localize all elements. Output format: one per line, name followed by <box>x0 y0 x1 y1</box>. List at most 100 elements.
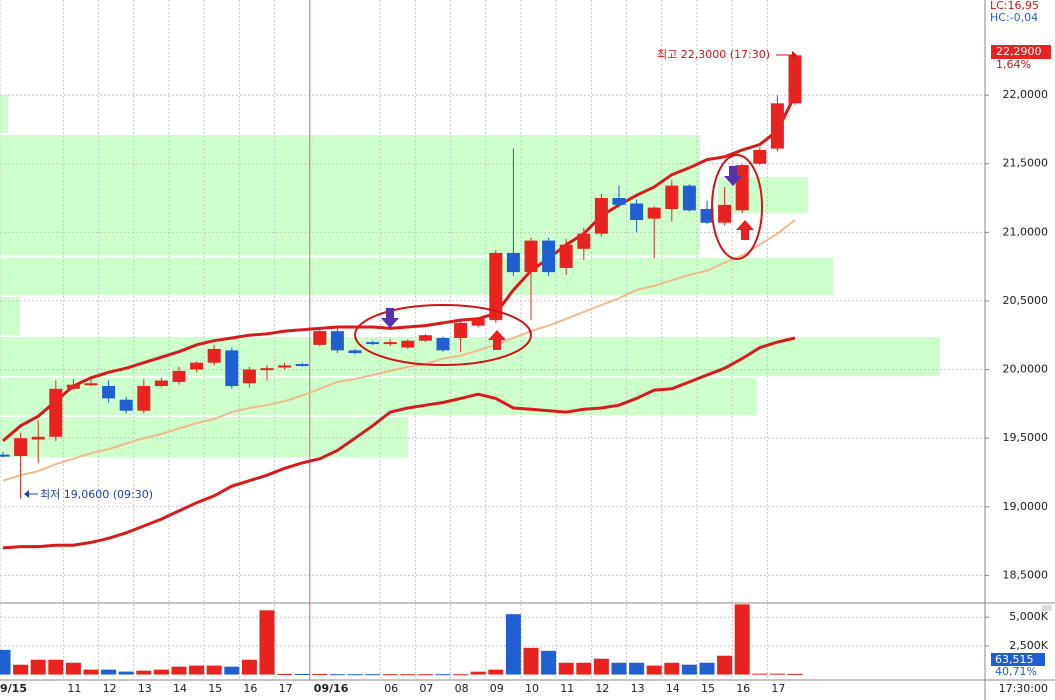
candle-body <box>14 438 28 456</box>
candle-body <box>612 198 626 205</box>
volume-bar <box>558 662 574 675</box>
candle-body <box>401 340 415 348</box>
volume-bar <box>453 674 469 676</box>
volume-bar <box>576 662 592 675</box>
lc-label: LC:16,95 <box>990 0 1039 12</box>
x-tick-label: 11 <box>560 682 574 695</box>
highlight-ellipse <box>711 154 763 260</box>
last-change: 1,64% <box>996 58 1031 71</box>
volume-bar <box>752 673 768 675</box>
candle-body <box>366 342 380 345</box>
scroll-box <box>1042 605 1052 611</box>
volume-bar <box>259 610 275 675</box>
volume-bar <box>206 665 222 675</box>
volume-tick-label: 5,000K <box>1009 610 1048 623</box>
volume-bar <box>189 665 205 675</box>
volume-bar <box>83 669 99 675</box>
volume-bar <box>400 674 416 676</box>
candle-body <box>665 185 679 209</box>
y-tick-label: 22,0000 <box>1003 88 1049 101</box>
volume-bar <box>541 650 557 675</box>
volume-bar <box>294 673 310 675</box>
volume-bar <box>48 659 64 675</box>
x-tick-label: 13 <box>138 682 152 695</box>
x-tick-label: 10 <box>525 682 539 695</box>
candle-body <box>0 454 10 457</box>
grid <box>0 0 985 680</box>
zone <box>0 135 700 255</box>
volume-bar <box>365 674 381 676</box>
last-price: 22,2900 <box>996 45 1042 58</box>
x-tick-label: 15 <box>701 682 715 695</box>
candle-body <box>330 331 344 351</box>
x-tick-label: 17 <box>279 682 293 695</box>
candle-body <box>313 331 327 345</box>
candle-body <box>119 399 133 411</box>
candle-body <box>682 185 696 211</box>
candle-body <box>594 198 608 234</box>
hc-label: HC:-0,04 <box>990 11 1038 24</box>
candle-body <box>471 318 485 326</box>
x-tick-label: 16 <box>736 682 750 695</box>
volume-tick-label: 2,500K <box>1009 639 1048 652</box>
x-tick-label: 15 <box>208 682 222 695</box>
volume-bar <box>769 673 785 675</box>
candle-body <box>225 350 239 387</box>
candle-body <box>295 364 309 367</box>
candle-body <box>436 337 450 351</box>
candle-body <box>190 362 204 370</box>
candle-body <box>418 335 432 341</box>
candle-body <box>524 240 538 273</box>
y-tick-label: 20,5000 <box>1003 294 1049 307</box>
volume-bar <box>681 664 697 675</box>
volume-current: 63,515 <box>995 653 1034 666</box>
zone <box>0 297 20 335</box>
low-annotation: 최저 19,0600 (09:30) <box>24 488 153 501</box>
candle-body <box>31 436 45 440</box>
volume-bar <box>717 655 733 675</box>
volume-bar <box>0 649 11 675</box>
candle-body <box>770 103 784 149</box>
x-tick-label: 12 <box>595 682 609 695</box>
down-arrow <box>381 308 399 328</box>
volume-bar <box>470 671 486 675</box>
x-tick-label: 14 <box>173 682 187 695</box>
y-tick-label: 20,0000 <box>1003 363 1049 376</box>
candle-body <box>647 207 661 219</box>
zone <box>0 258 833 295</box>
y-tick-label: 18,5000 <box>1003 568 1049 581</box>
candle-body <box>154 380 168 387</box>
volume-bar <box>629 662 645 675</box>
candle-body <box>102 386 116 399</box>
volume-bar <box>417 674 433 676</box>
volume-bar <box>329 674 345 676</box>
arrows <box>381 166 754 350</box>
indicator-line <box>2 219 796 482</box>
candle-body <box>718 204 732 223</box>
volume-box <box>991 653 1045 666</box>
candle-body <box>207 348 221 363</box>
x-tick-label: 17 <box>771 682 785 695</box>
highlights <box>354 154 763 366</box>
x-tick-label: 09/16 <box>314 682 349 695</box>
candle-body <box>753 149 767 164</box>
candle-body <box>489 252 503 321</box>
x-tick-label: 13 <box>631 682 645 695</box>
candle-body <box>577 233 591 249</box>
volume-bar <box>611 662 627 675</box>
candle-body <box>383 342 397 345</box>
low-pointer-head <box>24 490 29 498</box>
candle-body <box>66 384 80 389</box>
candle-body <box>506 252 520 273</box>
candle-body <box>788 55 802 104</box>
x-tick-label: 12 <box>103 682 117 695</box>
volume-bar <box>505 614 521 675</box>
down-arrow <box>724 166 742 186</box>
volume-bar <box>347 674 363 676</box>
x-tick-label: 08 <box>455 682 469 695</box>
candle-body <box>700 208 714 223</box>
zone <box>0 337 940 376</box>
x-tick-label: 07 <box>419 682 433 695</box>
volume-bar <box>734 604 750 675</box>
